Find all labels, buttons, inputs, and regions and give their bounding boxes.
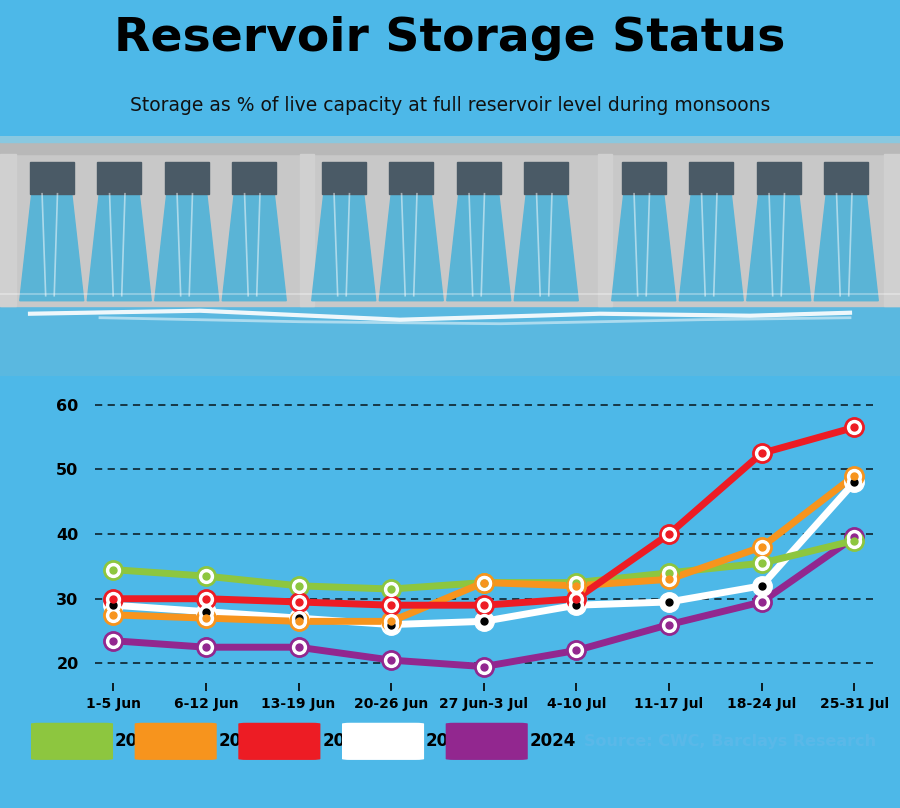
FancyBboxPatch shape: [135, 722, 217, 760]
Bar: [97, 162, 141, 194]
Polygon shape: [311, 194, 376, 301]
Polygon shape: [0, 304, 900, 376]
Text: Storage as % of live capacity at full reservoir level during monsoons: Storage as % of live capacity at full re…: [130, 96, 770, 116]
Text: 2023: 2023: [426, 732, 472, 751]
Text: Reservoir Storage Status: Reservoir Storage Status: [114, 15, 786, 61]
Polygon shape: [87, 194, 151, 301]
FancyBboxPatch shape: [446, 722, 527, 760]
Text: 2022: 2022: [322, 732, 368, 751]
Bar: [389, 162, 433, 194]
Polygon shape: [222, 194, 286, 301]
Bar: [757, 162, 801, 194]
Text: Source: CWC, Barclays Research: Source: CWC, Barclays Research: [584, 734, 876, 749]
Bar: [165, 162, 209, 194]
Bar: [824, 162, 868, 194]
Bar: [30, 162, 74, 194]
Bar: [884, 154, 900, 305]
Text: 2024: 2024: [529, 732, 576, 751]
Polygon shape: [680, 194, 743, 301]
Polygon shape: [155, 194, 219, 301]
Text: 2020: 2020: [115, 732, 161, 751]
Bar: [0, 154, 900, 305]
Bar: [0, 136, 900, 141]
Polygon shape: [612, 194, 676, 301]
Bar: [598, 154, 612, 305]
Polygon shape: [747, 194, 811, 301]
FancyBboxPatch shape: [342, 722, 424, 760]
Bar: [0, 154, 16, 305]
Polygon shape: [20, 194, 84, 301]
FancyBboxPatch shape: [238, 722, 320, 760]
Polygon shape: [446, 194, 511, 301]
Polygon shape: [379, 194, 443, 301]
Bar: [0, 296, 900, 376]
Polygon shape: [514, 194, 578, 301]
FancyBboxPatch shape: [31, 722, 113, 760]
Bar: [524, 162, 568, 194]
Bar: [456, 162, 500, 194]
Text: 2021: 2021: [219, 732, 265, 751]
Polygon shape: [814, 194, 878, 301]
Bar: [300, 154, 314, 305]
Bar: [689, 162, 733, 194]
Bar: [232, 162, 276, 194]
Bar: [0, 136, 900, 154]
Bar: [322, 162, 365, 194]
Bar: [622, 162, 666, 194]
